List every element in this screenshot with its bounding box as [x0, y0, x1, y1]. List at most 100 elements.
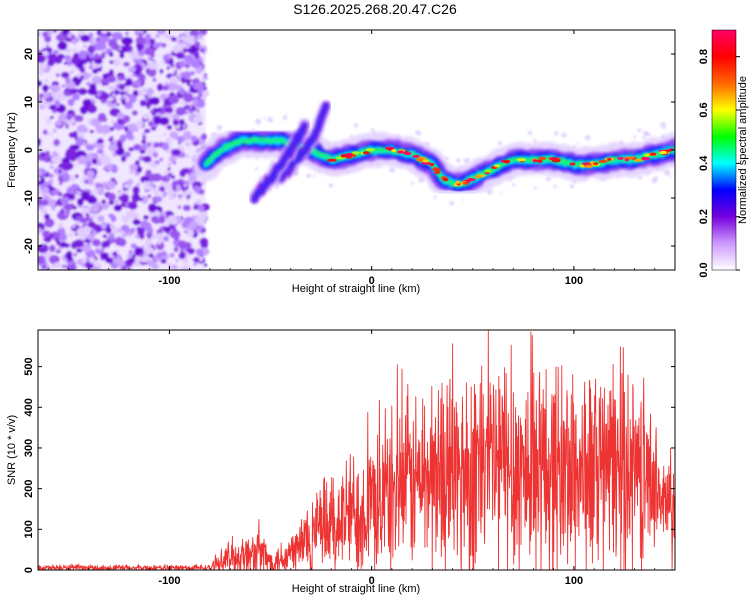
noise-speckle: [78, 62, 82, 66]
noise-speckle: [71, 93, 81, 101]
noise-speckle: [177, 136, 184, 142]
noise-speckle: [166, 125, 173, 130]
sparse-speckle: [498, 141, 503, 146]
noise-speckle: [125, 210, 138, 220]
noise-speckle: [93, 57, 103, 65]
noise-speckle: [70, 183, 80, 190]
colorbar: 0.0 0.2 0.4 0.6 0.8 Normalized spectral ampl…: [698, 29, 749, 278]
noise-speckle: [184, 54, 195, 64]
noise-speckle: [100, 155, 111, 165]
noise-speckle: [197, 205, 205, 211]
noise-speckle: [48, 173, 54, 178]
noise-speckle: [100, 78, 109, 85]
noise-speckle: [40, 207, 48, 215]
noise-speckle: [42, 265, 46, 269]
noise-speckle: [94, 53, 100, 60]
ridge-hotspot: [641, 156, 648, 161]
ridge-hotspot: [455, 180, 461, 184]
noise-speckle: [87, 221, 96, 228]
sparse-speckle: [255, 167, 259, 171]
noise-speckle: [196, 108, 200, 112]
noise-speckle: [147, 56, 154, 61]
noise-speckle: [180, 265, 192, 270]
noise-speckle: [108, 144, 118, 152]
ridge-hotspot: [365, 148, 375, 152]
noise-speckle: [76, 198, 84, 206]
noise-speckle: [194, 185, 201, 194]
noise-speckle: [63, 61, 68, 65]
noise-speckle: [143, 246, 155, 255]
ridge-hotspot: [351, 154, 356, 158]
noise-speckle: [142, 113, 151, 120]
spectrogram-ridge: [192, 100, 675, 204]
ridge-hotspot: [569, 162, 576, 166]
noise-speckle: [203, 73, 208, 77]
noise-speckle: [196, 229, 201, 234]
noise-speckle: [101, 240, 108, 249]
noise-speckle: [75, 174, 79, 179]
noise-speckle: [41, 170, 48, 175]
colorbar-tick-label: 0.4: [698, 155, 710, 171]
noise-speckle: [124, 183, 130, 189]
noise-speckle: [55, 249, 62, 254]
noise-speckle: [171, 175, 176, 180]
noise-speckle: [45, 252, 52, 257]
noise-speckle: [124, 82, 129, 87]
noise-speckle: [119, 83, 126, 91]
noise-speckle: [88, 52, 95, 59]
noise-speckle: [91, 194, 95, 198]
sparse-speckle: [306, 173, 312, 179]
noise-speckle: [57, 41, 68, 51]
noise-speckle: [159, 68, 164, 74]
noise-speckle: [147, 69, 157, 77]
noise-speckle: [190, 135, 198, 143]
spectrogram-y-tick-label: 0: [23, 147, 35, 153]
noise-speckle: [162, 226, 167, 232]
noise-speckle: [38, 170, 43, 175]
noise-speckle: [121, 36, 134, 46]
noise-speckle: [136, 43, 142, 48]
noise-speckle: [109, 60, 114, 64]
noise-speckle: [68, 193, 75, 200]
noise-speckle: [58, 169, 62, 174]
noise-speckle: [140, 175, 149, 184]
noise-speckle: [171, 148, 181, 156]
noise-speckle: [51, 207, 56, 211]
noise-speckle: [64, 47, 72, 54]
ridge-hotspot: [516, 158, 527, 162]
sparse-speckle: [389, 167, 395, 173]
noise-speckle: [87, 104, 98, 114]
noise-speckle: [65, 124, 69, 129]
ridge-hotspot: [643, 153, 650, 157]
ridge-hotspot: [466, 178, 476, 182]
noise-speckle: [154, 190, 159, 196]
noise-speckle: [63, 203, 74, 211]
noise-speckle: [60, 208, 65, 214]
noise-speckle: [47, 132, 53, 136]
ridge-hotspot: [421, 161, 432, 165]
noise-speckle: [55, 33, 67, 42]
noise-speckle: [193, 215, 198, 220]
noise-speckle: [192, 257, 200, 263]
noise-speckle: [179, 87, 186, 96]
noise-speckle: [150, 96, 161, 106]
noise-speckle: [110, 119, 115, 124]
noise-speckle: [202, 90, 210, 97]
noise-speckle: [75, 137, 85, 147]
ridge-hotspot: [432, 167, 438, 171]
noise-speckle: [163, 171, 168, 175]
noise-speckle: [127, 231, 132, 236]
noise-speckle: [172, 119, 179, 126]
spectrogram-y-tick-label: -20: [23, 238, 35, 254]
noise-speckle: [147, 61, 159, 70]
noise-speckle: [128, 147, 135, 152]
noise-speckle: [118, 46, 122, 51]
noise-speckle: [127, 178, 134, 185]
noise-speckle: [154, 160, 160, 165]
noise-speckle: [147, 142, 152, 146]
ridge-hotspot: [549, 157, 558, 161]
noise-speckle: [91, 75, 103, 85]
noise-speckle: [173, 134, 180, 141]
noise-speckle: [146, 87, 155, 96]
